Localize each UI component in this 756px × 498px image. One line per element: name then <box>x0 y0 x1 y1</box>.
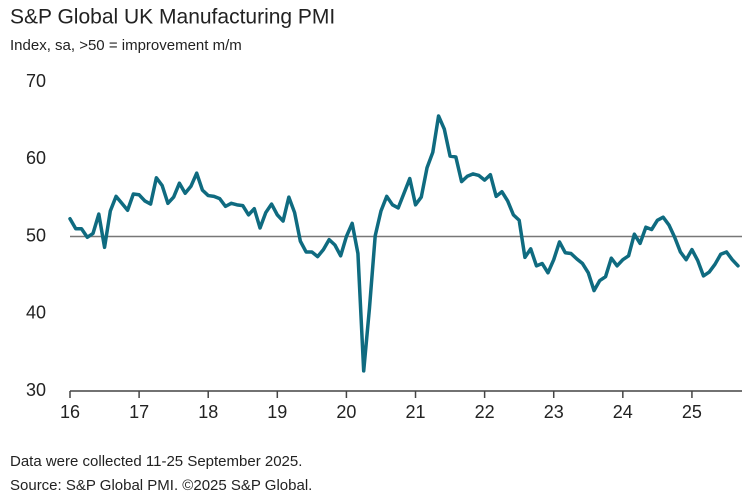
x-tick-label: 21 <box>406 402 426 422</box>
x-tick-label: 16 <box>60 402 80 422</box>
y-tick-label: 50 <box>26 225 46 245</box>
x-tick-label: 18 <box>198 402 218 422</box>
x-tick-label: 17 <box>129 402 149 422</box>
x-tick-label: 20 <box>336 402 356 422</box>
x-tick-label: 25 <box>682 402 702 422</box>
x-tick-label: 22 <box>475 402 495 422</box>
note: Data were collected 11-25 September 2025… <box>10 453 302 470</box>
y-tick-label: 60 <box>26 148 46 168</box>
x-tick-label: 23 <box>544 402 564 422</box>
chart-subtitle: Index, sa, >50 = improvement m/m <box>10 37 242 54</box>
x-tick-label: 24 <box>613 402 633 422</box>
x-tick-label: 19 <box>267 402 287 422</box>
data-line <box>68 114 740 373</box>
y-tick-label: 40 <box>26 303 46 323</box>
y-tick-label: 30 <box>26 380 46 400</box>
source: Source: S&P Global PMI. ©2025 S&P Global… <box>10 477 312 494</box>
y-tick-label: 70 <box>26 71 46 91</box>
chart-title: S&P Global UK Manufacturing PMI <box>10 6 335 29</box>
